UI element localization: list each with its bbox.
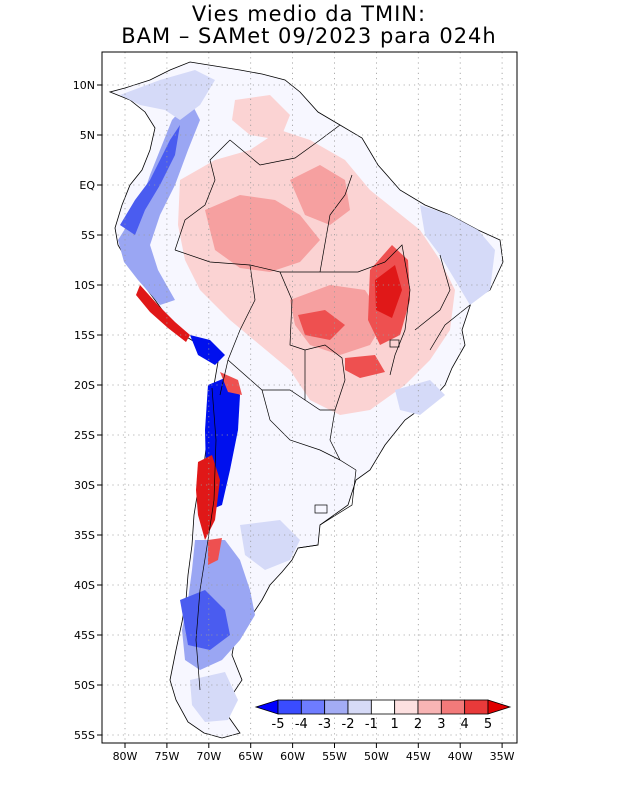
longitude-label: 40W [448, 750, 473, 763]
colorbar-swatch [347, 699, 372, 715]
latitude-label: EQ [79, 179, 95, 192]
colorbar-label: 5 [484, 717, 492, 732]
colorbar-swatch [464, 699, 489, 715]
longitude-label: 45W [406, 750, 431, 763]
latitude-label: 20S [74, 379, 95, 392]
longitude-label: 50W [364, 750, 389, 763]
longitude-label: 75W [154, 750, 179, 763]
latitude-label: 30S [74, 479, 95, 492]
lake-outline [314, 504, 328, 514]
latitude-label: 5S [81, 229, 95, 242]
colorbar-swatch [324, 699, 349, 715]
latitude-label: 15S [74, 329, 95, 342]
colorbar-label: -2 [342, 717, 355, 732]
longitude-label: 60W [280, 750, 305, 763]
colorbar-swatch [417, 699, 442, 715]
colorbar-swatch [277, 699, 302, 715]
latitude-label: 35S [74, 529, 95, 542]
longitude-label: 55W [322, 750, 347, 763]
latitude-label: 10N [73, 79, 95, 92]
colorbar-label: -5 [272, 717, 285, 732]
longitude-label: 80W [113, 750, 138, 763]
latitude-label: 55S [74, 729, 95, 742]
colorbar-swatch [440, 699, 466, 715]
colorbar-swatch [370, 699, 396, 715]
colorbar-label: -3 [318, 717, 331, 732]
colorbar-label: 1 [391, 717, 399, 732]
andes-anomaly-bands [136, 285, 242, 565]
colorbar-label: 2 [414, 717, 422, 732]
latitude-label: 40S [74, 579, 95, 592]
colorbar-legend: -5 -4 -3 -2 -1 1 2 3 4 5 [254, 699, 512, 732]
lat-lon-grid [102, 52, 517, 743]
longitude-labels: 80W 75W 70W 65W 60W 55W 50W 45W 40W 35W [113, 743, 515, 763]
longitude-label: 70W [196, 750, 221, 763]
latitude-label: 45S [74, 629, 95, 642]
colorbar-label: -4 [295, 717, 308, 732]
colorbar-swatch [394, 699, 419, 715]
longitude-label: 35W [490, 750, 515, 763]
warm-anomaly-regions [178, 95, 455, 415]
colorbar-label: 3 [437, 717, 445, 732]
longitude-label: 65W [238, 750, 263, 763]
latitude-label: 5N [80, 129, 95, 142]
colorbar-label: -1 [365, 717, 378, 732]
map-title-line1: Vies medio da TMIN: [191, 2, 427, 26]
latitude-label: 25S [74, 429, 95, 442]
map-title-line2: BAM – SAMet 09/2023 para 024h [121, 24, 497, 48]
colorbar-swatch [300, 699, 326, 715]
latitude-labels: 10N 5N EQ 5S 10S 15S 20S 25S 30S 35S 40S 45S 50S 55S [73, 79, 102, 742]
colorbar-arrow-max [487, 699, 512, 715]
lake-outline [389, 339, 400, 348]
latitude-label: 50S [74, 679, 95, 692]
colorbar-label: 4 [461, 717, 469, 732]
latitude-label: 10S [74, 279, 95, 292]
